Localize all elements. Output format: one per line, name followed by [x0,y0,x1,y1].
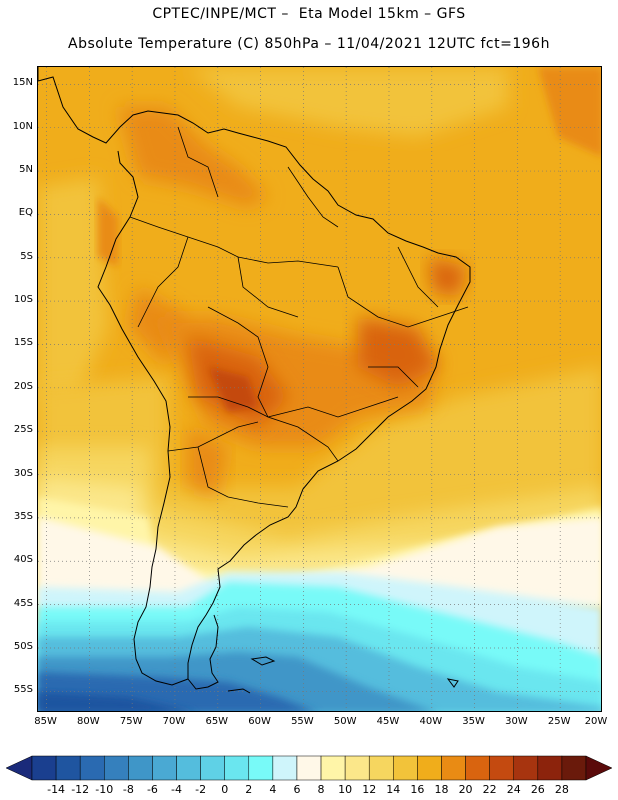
colorbar-tick-label: 14 [386,783,401,796]
colorbar-tick-label: 16 [410,783,425,796]
colorbar-swatch [272,755,298,781]
colorbar-tick-label: -8 [122,783,134,796]
colorbar-tick-label: 6 [293,783,301,796]
colorbar-tick-label: 10 [338,783,353,796]
latitude-label: 50S [13,640,33,652]
latitude-label: 40S [13,554,33,566]
coastlines [38,67,471,694]
colorbar-swatch [104,755,129,781]
colorbar-tick-label: 2 [245,783,253,796]
colorbar-tick-label: 22 [482,783,497,796]
longitude-label: 45W [376,716,400,727]
latitude-label: 35S [13,510,33,522]
longitude-label: 35W [462,716,485,727]
longitude-label: 80W [77,716,100,727]
longitude-label: 55W [291,716,314,727]
colorbar-tick-label: 8 [317,783,325,796]
latitude-label: 20S [13,380,33,392]
colorbar-tick-label: 0 [221,783,229,796]
colorbar-swatch [513,755,539,781]
latitude-label: 5N [19,164,33,176]
longitude-label: 60W [248,716,271,727]
colorbar-swatch [79,755,105,781]
colorbar-swatch [176,755,201,781]
colorbar-swatch [152,755,177,781]
longitude-label: 40W [419,716,443,727]
colorbar-swatch [55,755,81,781]
longitude-label: 50W [333,716,357,727]
colorbar-swatch [320,755,346,781]
longitude-label: 65W [205,716,229,727]
colorbar-max-arrow [585,755,613,781]
colorbar-tick-label: -4 [171,783,182,796]
temperature-field [38,67,601,711]
latitude-label: 25S [13,424,33,436]
colorbar-swatch [344,755,370,781]
colorbar-tick-label: -10 [95,783,114,796]
longitude-label: 30W [505,716,528,727]
temperature-map [37,66,602,712]
colorbar-swatch [417,755,442,781]
colorbar-swatch [31,755,57,781]
colorbar-swatch [393,755,418,781]
latitude-label: 30S [13,467,33,479]
colorbar-tick-label: 18 [434,783,449,796]
colorbar-swatch [441,755,466,781]
latitude-label: 10N [12,120,33,132]
colorbar-swatch [489,755,514,781]
colorbar-swatch [465,755,490,781]
longitude-label: 75W [119,716,143,727]
colorbar-swatch [248,755,274,781]
latitude-label: 10S [13,294,33,306]
latitude-label: 55S [13,684,33,696]
map-subtitle: Absolute Temperature (C) 850hPa – 11/04/… [68,36,550,52]
colorbar-swatch [224,755,250,781]
colorbar-tick-label: 28 [554,783,569,796]
colorbar-swatch [128,755,153,781]
longitude-label: 70W [162,716,186,727]
temperature-colorbar [0,748,618,800]
latitude-label: 15N [12,77,33,89]
colorbar-swatch [296,755,322,781]
colorbar-tick-label: 20 [458,783,473,796]
colorbar-tick-label: -12 [71,783,90,796]
longitude-label: 85W [34,716,57,727]
colorbar-tick-label: 12 [362,783,377,796]
latitude-label: 15S [13,337,33,349]
colorbar-tick-label: -6 [146,783,158,796]
colorbar-tick-label: -14 [47,783,66,796]
colorbar-swatch [368,755,394,781]
longitude-label: 20W [584,716,608,727]
colorbar-tick-label: 26 [530,783,545,796]
map-title: CPTEC/INPE/MCT – Eta Model 15km – GFS [152,6,466,22]
colorbar-tick-label: 24 [506,783,521,796]
colorbar-min-arrow [5,755,33,781]
colorbar-swatch [561,755,587,781]
colorbar-swatch [200,755,225,781]
latitude-label: 45S [13,597,33,609]
colorbar-tick-label: -2 [195,783,207,796]
country-borders [129,126,469,508]
colorbar-tick-label: 4 [269,783,277,796]
latitude-label: 5S [20,250,33,262]
longitude-label: 25W [547,716,571,727]
colorbar-swatch [537,755,563,781]
latitude-label: EQ [18,207,33,219]
